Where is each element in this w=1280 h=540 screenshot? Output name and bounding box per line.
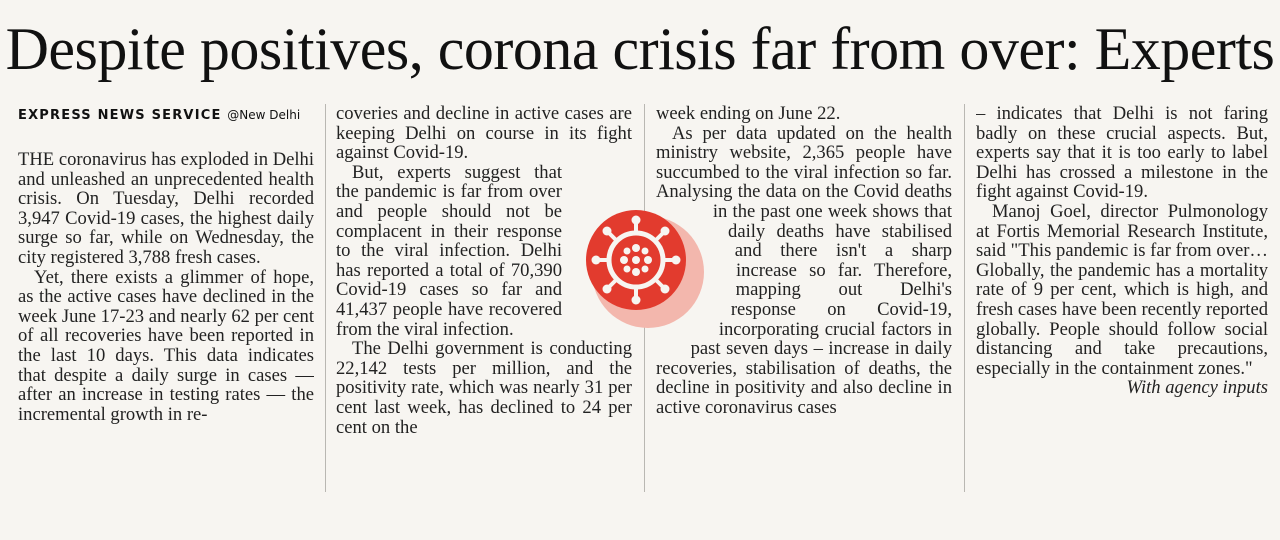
column-divider — [964, 104, 965, 492]
virus-spikes — [591, 215, 681, 305]
byline-location: @New Delhi — [227, 108, 301, 122]
paragraph: As per data updated on the health minist… — [656, 122, 952, 418]
column-3: week ending on June 22. As per data upda… — [656, 104, 952, 494]
paragraph: – indicates that Delhi is not faring bad… — [976, 104, 1268, 203]
coronavirus-icon — [586, 210, 704, 328]
newspaper-clipping: Despite positives, corona crisis far fro… — [5, 16, 1275, 494]
column-2: coveries and decline in active cases are… — [336, 104, 632, 494]
headline: Despite positives, corona crisis far fro… — [5, 16, 1275, 82]
paragraph: coveries and decline in active cases are… — [336, 104, 632, 164]
paragraph: The Delhi government is conducting 22,14… — [336, 338, 632, 438]
paragraph: Manoj Goel, director Pulmonology at Fort… — [976, 200, 1268, 379]
byline-agency: EXPRESS NEWS SERVICE — [18, 108, 222, 123]
column-divider — [325, 104, 326, 492]
column-4: – indicates that Delhi is not faring bad… — [976, 104, 1268, 494]
paragraph: THE coronavirus has exploded in Delhi an… — [18, 150, 314, 268]
byline: EXPRESS NEWS SERVICE @New Delhi — [18, 108, 314, 123]
paragraph: week ending on June 22. — [656, 104, 841, 124]
column-1: THE coronavirus has exploded in Delhi an… — [18, 150, 314, 540]
paragraph: But, experts suggest that the pandemic i… — [336, 161, 562, 340]
agency-credit: With agency inputs — [1126, 377, 1269, 399]
paragraph: Yet, there exists a glimmer of hope, as … — [18, 266, 314, 425]
